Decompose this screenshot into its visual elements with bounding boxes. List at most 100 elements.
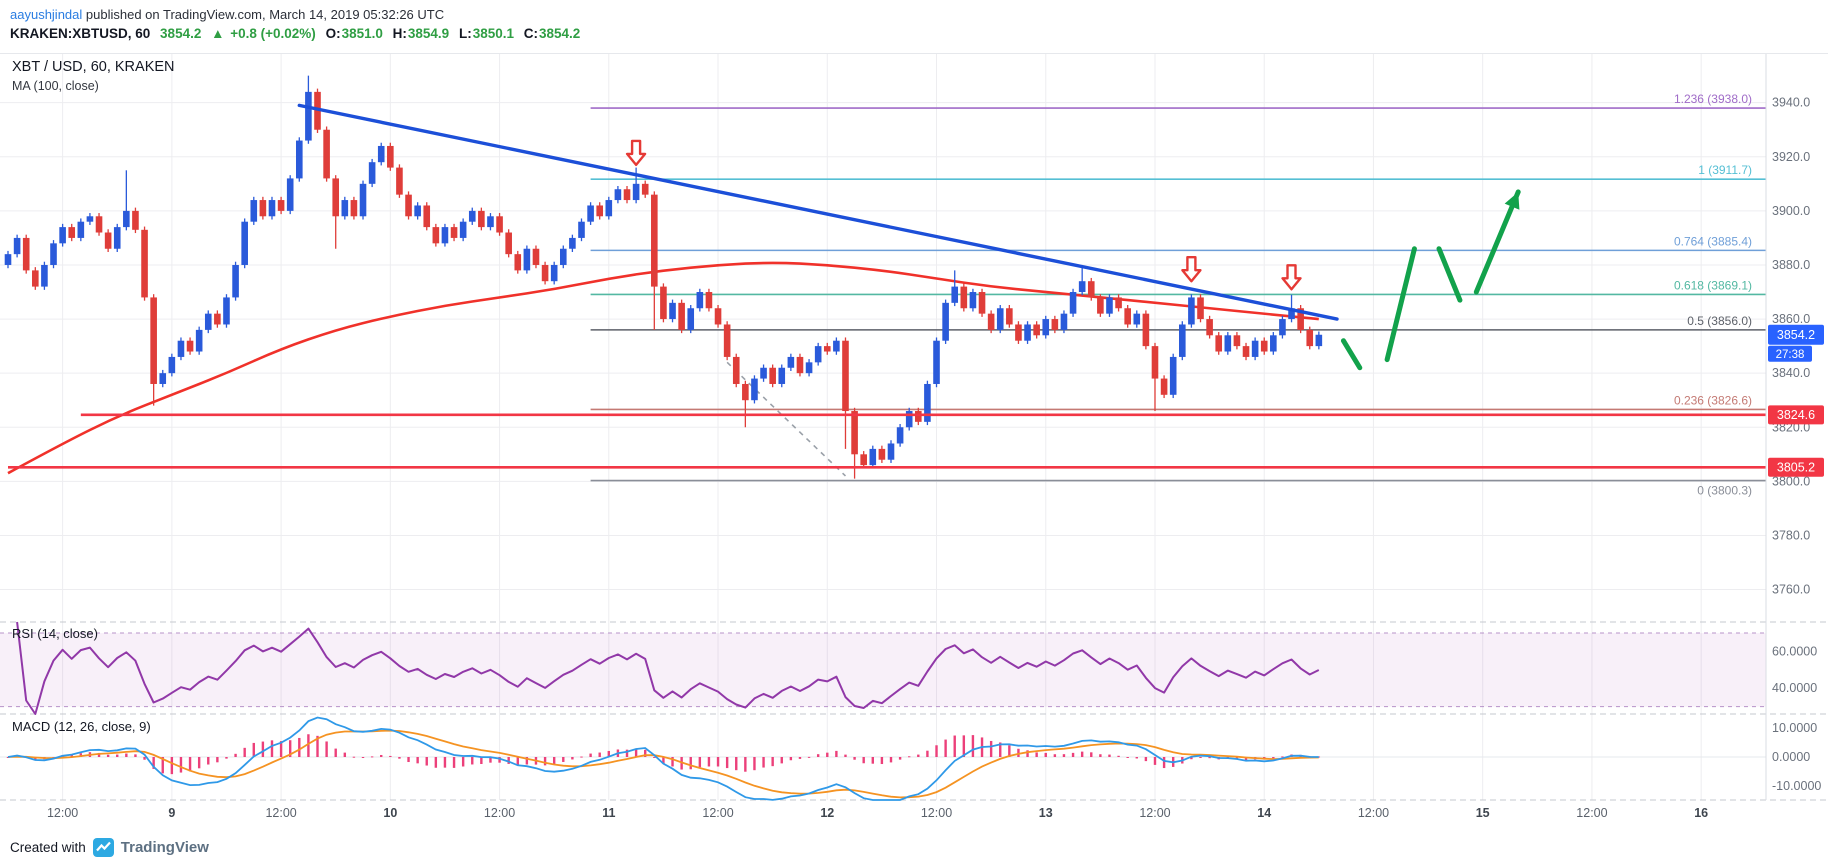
time-axis-label[interactable]: 16: [1694, 806, 1708, 820]
time-axis-label[interactable]: 11: [602, 806, 615, 820]
candle-body: [277, 200, 285, 211]
macd-histogram-bar: [207, 757, 210, 765]
tradingview-logo-icon[interactable]: [92, 837, 114, 858]
time-axis-label[interactable]: 15: [1476, 806, 1490, 820]
candle: [268, 196, 276, 220]
candle: [960, 283, 968, 312]
time-axis-label[interactable]: 12:00: [265, 806, 296, 820]
candle: [1279, 315, 1286, 339]
macd-histogram-bar: [662, 757, 665, 764]
time-axis-label[interactable]: 13: [1039, 806, 1053, 820]
candle: [150, 294, 157, 406]
time-axis-label[interactable]: 10: [383, 806, 397, 820]
candle-body: [523, 248, 531, 271]
chart-area[interactable]: 3940.0 3920.0 3900.0 3880.0 3860.0 3840.0 3820…: [0, 54, 1828, 826]
candle-body: [532, 248, 540, 265]
candle-body: [478, 210, 485, 228]
candle-body: [341, 200, 349, 217]
macd-histogram-bar: [589, 753, 592, 757]
candle-body: [915, 411, 922, 422]
candle-body: [1078, 281, 1086, 293]
tradingview-brand-link[interactable]: TradingView: [120, 838, 209, 856]
candle: [660, 283, 667, 323]
last-price: 3854.2: [160, 26, 202, 41]
macd-histogram-bar: [188, 757, 192, 772]
time-axis-label[interactable]: 9: [168, 806, 175, 820]
macd-histogram-bar: [1090, 752, 1093, 757]
price-tick-label: 3940.0: [1772, 96, 1810, 110]
candle-body: [705, 292, 713, 309]
candle-body: [141, 229, 148, 298]
candle-body: [1297, 308, 1304, 330]
candle-body: [1087, 281, 1095, 298]
time-axis-label[interactable]: 12:00: [702, 806, 733, 820]
macd-histogram-bar: [1062, 754, 1066, 757]
current-price-tag: 3854.2: [1768, 324, 1824, 345]
support-price-tag-text: 3805.2: [1777, 460, 1815, 474]
candle: [68, 223, 76, 242]
macd-histogram-bar: [898, 757, 902, 760]
candle: [1142, 310, 1150, 350]
candle: [987, 310, 995, 334]
low-label: L:: [458, 26, 472, 41]
open-value: 3851.0: [341, 26, 383, 41]
macd-histogram-bar: [917, 754, 920, 757]
candle-body: [223, 297, 230, 325]
candle: [669, 299, 676, 323]
time-axis-label[interactable]: 12:00: [47, 806, 78, 820]
macd-histogram-bar: [370, 756, 374, 758]
macd-histogram-bar: [771, 757, 774, 767]
candle-body: [459, 221, 467, 238]
candle-body: [1051, 319, 1059, 330]
chart-canvas[interactable]: 3940.03920.03900.03880.03860.03840.03820…: [0, 54, 1828, 826]
macd-histogram-bar: [480, 757, 483, 765]
macd-histogram-bar: [1281, 756, 1284, 758]
candle-body: [878, 448, 886, 460]
macd-histogram-bar: [1044, 752, 1047, 757]
macd-histogram-bar: [279, 741, 283, 757]
candle-body: [842, 340, 849, 412]
time-axis-label[interactable]: 12: [820, 806, 834, 820]
time-axis-label[interactable]: 12:00: [1358, 806, 1389, 820]
close-label: C:: [523, 26, 539, 41]
candle: [605, 196, 613, 220]
candle-body: [323, 129, 330, 179]
time-axis-label[interactable]: 12:00: [921, 806, 952, 820]
publisher-link[interactable]: aayushjindal: [10, 7, 83, 22]
candle: [1069, 288, 1077, 317]
candle: [614, 185, 622, 204]
candle: [1215, 332, 1223, 355]
macd-histogram-bar: [625, 749, 629, 757]
candle-body: [113, 227, 121, 249]
candle: [132, 207, 139, 234]
candle: [505, 229, 512, 258]
symbol-name[interactable]: KRAKEN:XBTUSD, 60: [10, 26, 151, 41]
candle-body: [1006, 308, 1013, 325]
candle: [487, 213, 494, 231]
candle-body: [623, 189, 631, 201]
macd-histogram-bar: [489, 757, 492, 763]
time-axis-label[interactable]: 12:00: [1139, 806, 1170, 820]
time-axis-label[interactable]: 14: [1257, 806, 1271, 820]
candle: [805, 359, 813, 377]
candle: [559, 245, 567, 269]
macd-histogram-bar: [999, 742, 1002, 757]
fib-level-label: 0.764 (3885.4): [1674, 234, 1752, 248]
macd-histogram-bar: [871, 757, 874, 764]
price-change: +0.8 (+0.02%): [230, 26, 316, 41]
time-axis-label[interactable]: 12:00: [1576, 806, 1607, 820]
candle: [1233, 332, 1241, 350]
candle-body: [823, 346, 831, 352]
price-tick-label: 3920.0: [1772, 150, 1810, 164]
candle-body: [396, 167, 403, 195]
macd-histogram-bar: [816, 754, 820, 757]
macd-histogram-bar: [826, 752, 829, 757]
candle: [587, 202, 594, 225]
candle-body: [978, 292, 986, 314]
macd-histogram-bar: [607, 750, 611, 757]
candle: [1006, 305, 1013, 328]
candle: [441, 223, 449, 247]
time-axis-label[interactable]: 12:00: [484, 806, 515, 820]
candle: [1024, 321, 1031, 344]
candle: [641, 180, 649, 198]
